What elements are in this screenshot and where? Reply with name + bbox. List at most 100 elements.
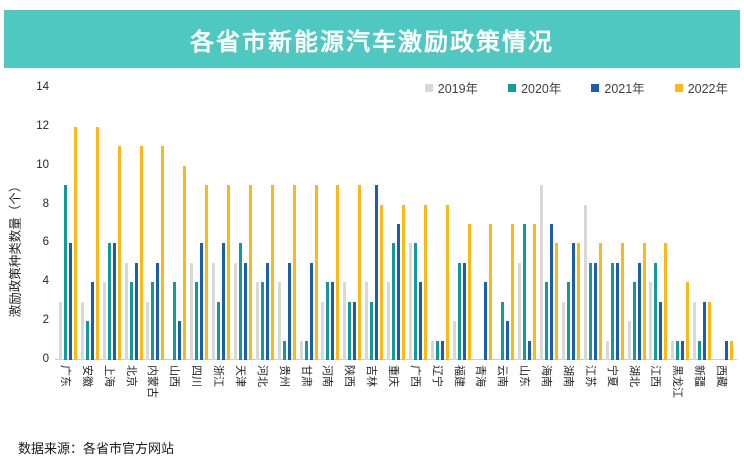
- legend-label: 2019年: [437, 82, 479, 96]
- bar-北京-2019年: [124, 262, 128, 360]
- bar-青海-2022年: [489, 224, 493, 360]
- bar-福建-2020年: [457, 262, 461, 360]
- bar-湖南-2022年: [576, 243, 580, 360]
- y-tick-12: 12: [36, 119, 49, 132]
- bar-河南-2020年: [326, 282, 330, 360]
- x-label-河北: 河北: [255, 365, 268, 387]
- bar-新疆-2019年: [693, 301, 697, 360]
- bar-北京-2022年: [139, 146, 143, 360]
- bar-海南-2021年: [550, 224, 554, 360]
- legend-swatch: [508, 83, 517, 92]
- bar-浙江-2020年: [217, 301, 221, 360]
- bar-云南-2022年: [511, 224, 515, 360]
- x-label-吉林: 吉林: [365, 365, 378, 387]
- bar-陕西-2021年: [353, 301, 357, 360]
- bar-四川-2022年: [205, 185, 209, 360]
- x-label-云南: 云南: [496, 365, 509, 387]
- bar-黑龙江-2021年: [681, 340, 685, 360]
- bar-北京-2020年: [129, 282, 133, 360]
- bar-宁夏-2021年: [615, 262, 619, 360]
- bar-陕西-2020年: [348, 301, 352, 360]
- bar-海南-2020年: [545, 282, 549, 360]
- bar-广东-2022年: [73, 126, 77, 360]
- bar-吉林-2022年: [380, 204, 384, 360]
- bar-河北-2019年: [255, 282, 259, 360]
- y-tick-4: 4: [42, 275, 49, 288]
- bar-河北-2021年: [265, 262, 269, 360]
- bar-天津-2020年: [238, 243, 242, 360]
- bar-黑龙江-2022年: [686, 282, 690, 360]
- x-label-天津: 天津: [233, 365, 246, 387]
- bar-甘肃-2020年: [304, 340, 308, 360]
- bar-安徽-2022年: [95, 126, 99, 360]
- bar-上海-2019年: [102, 282, 106, 360]
- legend-label: 2021年: [604, 82, 645, 96]
- bar-湖北-2020年: [632, 282, 636, 360]
- data-source-note: 数据来源：各省市官方网站: [18, 441, 175, 456]
- bar-西藏-2022年: [730, 340, 734, 360]
- bar-广西-2021年: [418, 282, 422, 360]
- bar-广东-2021年: [68, 243, 72, 360]
- bar-江苏-2020年: [588, 262, 592, 360]
- x-label-广东: 广东: [58, 365, 71, 387]
- bar-上海-2021年: [112, 243, 116, 360]
- bar-安徽-2019年: [80, 301, 84, 360]
- bar-天津-2021年: [243, 262, 247, 360]
- bar-湖北-2019年: [627, 321, 631, 360]
- bar-安徽-2020年: [85, 321, 89, 360]
- bar-海南-2022年: [555, 243, 559, 360]
- x-label-河南: 河南: [321, 365, 334, 387]
- bar-湖南-2019年: [561, 301, 565, 360]
- x-label-山西: 山西: [168, 365, 181, 387]
- bar-内蒙古-2020年: [151, 282, 155, 360]
- x-label-重庆: 重庆: [387, 365, 399, 387]
- x-label-广西: 广西: [408, 365, 421, 387]
- bar-云南-2021年: [506, 321, 510, 360]
- x-label-甘肃: 甘肃: [299, 365, 312, 387]
- bar-新疆-2021年: [703, 301, 707, 360]
- bar-宁夏-2019年: [605, 340, 609, 360]
- bar-辽宁-2019年: [430, 340, 434, 360]
- bar-四川-2019年: [190, 262, 194, 360]
- bar-福建-2022年: [467, 224, 471, 360]
- bar-湖北-2022年: [642, 243, 646, 360]
- bar-新疆-2020年: [698, 340, 702, 360]
- bar-湖南-2021年: [571, 243, 575, 360]
- bar-浙江-2022年: [227, 185, 231, 360]
- bar-山东-2020年: [523, 224, 527, 360]
- bar-北京-2021年: [134, 262, 138, 360]
- bar-江西-2022年: [664, 243, 668, 360]
- x-label-湖南: 湖南: [561, 365, 574, 387]
- bar-广西-2022年: [423, 204, 427, 360]
- bar-陕西-2022年: [358, 185, 362, 360]
- bar-江西-2021年: [659, 301, 663, 360]
- bar-新疆-2022年: [708, 301, 712, 360]
- bar-广东-2019年: [58, 301, 62, 360]
- legend-swatch: [424, 83, 433, 92]
- bar-宁夏-2022年: [620, 243, 624, 360]
- bar-广西-2019年: [408, 243, 412, 360]
- x-label-江西: 江西: [649, 365, 662, 387]
- bar-河北-2020年: [260, 282, 264, 360]
- bar-贵州-2021年: [287, 262, 291, 360]
- bar-山东-2021年: [528, 340, 532, 360]
- bar-河南-2022年: [336, 185, 340, 360]
- bar-浙江-2019年: [212, 262, 216, 360]
- bar-江苏-2019年: [583, 204, 587, 360]
- legend-item-2021年: 2021年: [591, 78, 645, 97]
- x-label-上海: 上海: [102, 365, 115, 387]
- bar-甘肃-2019年: [299, 340, 303, 360]
- bar-吉林-2020年: [370, 301, 374, 360]
- bar-四川-2020年: [195, 282, 199, 360]
- y-tick-8: 8: [42, 197, 49, 210]
- plot-area: [55, 88, 737, 360]
- x-label-山东: 山东: [518, 365, 531, 387]
- bar-重庆-2020年: [392, 243, 395, 360]
- bar-江苏-2022年: [598, 243, 602, 360]
- bar-重庆-2021年: [397, 224, 400, 360]
- bar-西藏-2021年: [725, 340, 729, 360]
- x-label-新疆: 新疆: [693, 365, 706, 387]
- bar-黑龙江-2019年: [671, 340, 675, 360]
- bar-江苏-2021年: [593, 262, 597, 360]
- x-label-宁夏: 宁夏: [605, 365, 618, 387]
